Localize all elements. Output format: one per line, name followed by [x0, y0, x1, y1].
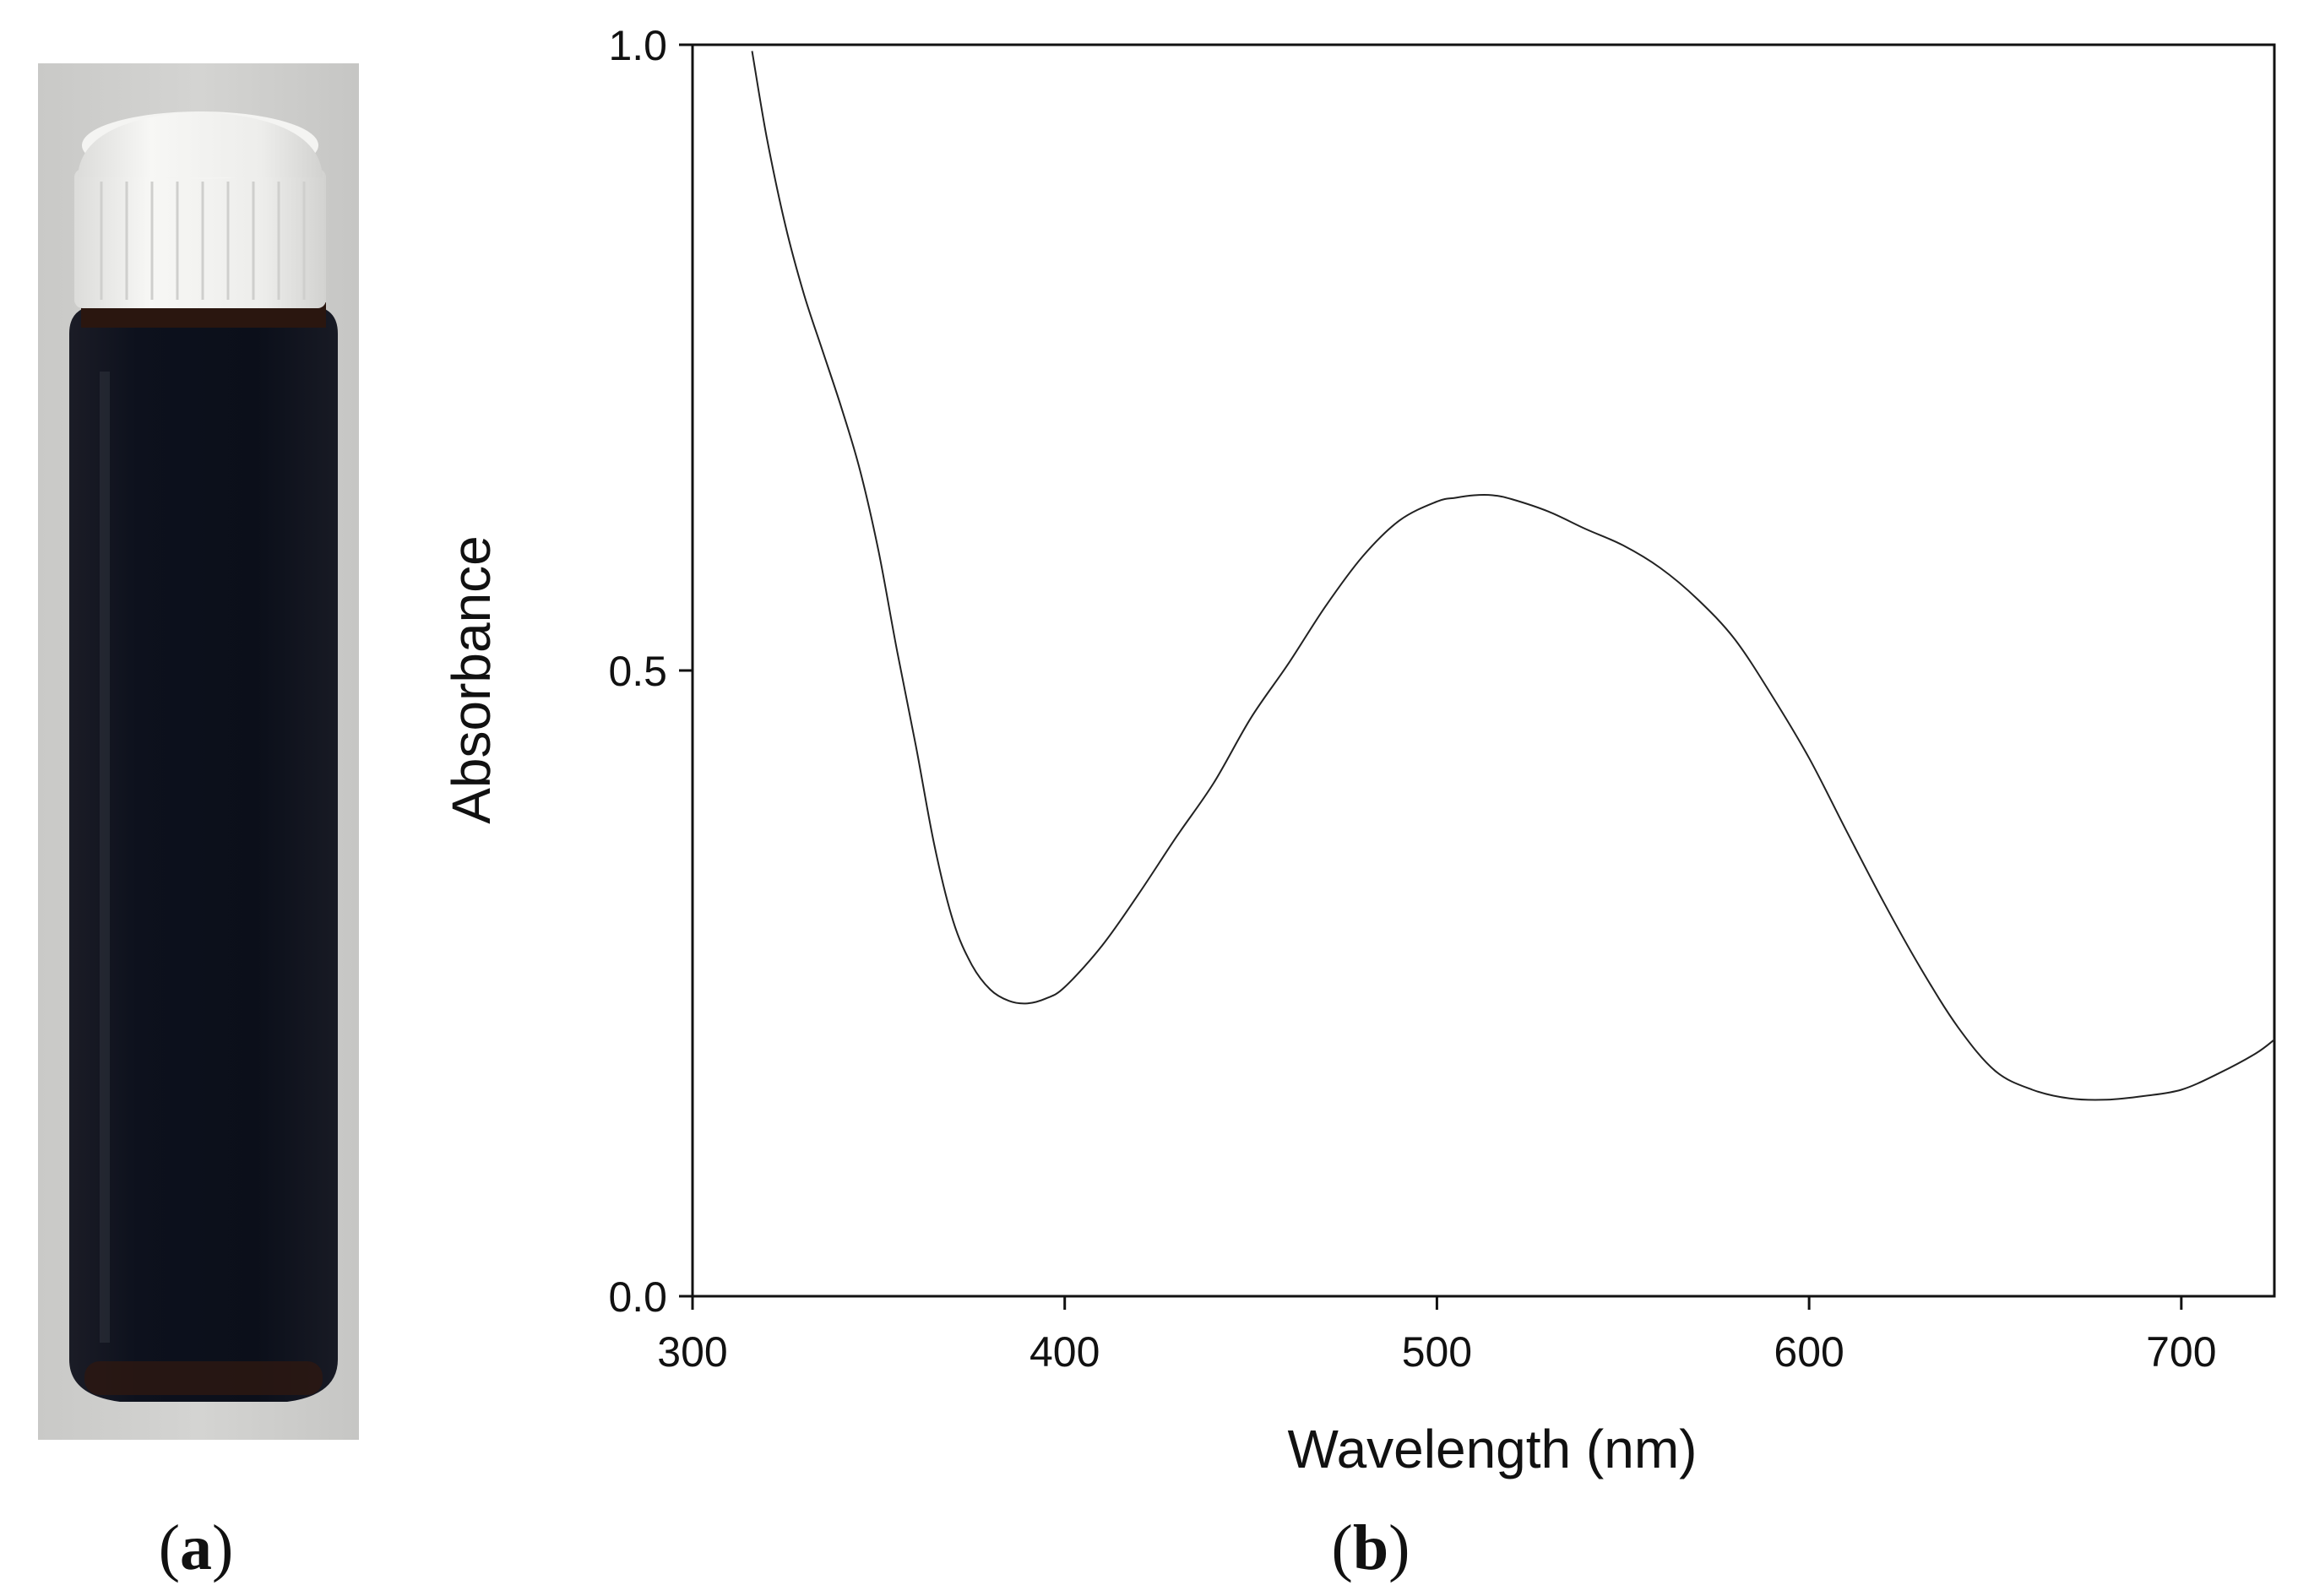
absorbance-chart: 300 400 500 600 700 0.0 0.5 1.0 Wavelength (nm… [441, 22, 2276, 1479]
vial-cap [74, 169, 326, 308]
vial-highlight [100, 372, 110, 1343]
x-tick-label: 600 [1774, 1328, 1844, 1376]
panel-label-b: (b) [1332, 1512, 1410, 1583]
x-tick-label: 700 [2146, 1328, 2216, 1376]
x-tick-label: 300 [657, 1328, 727, 1376]
plot-frame [691, 43, 2276, 1298]
y-axis-ticks: 0.0 0.5 1.0 [608, 22, 693, 1321]
x-axis-label: Wavelength (nm) [1288, 1419, 1698, 1479]
vial-photo [38, 63, 359, 1440]
vial-cap-dome [78, 111, 323, 177]
vial-liquid [69, 306, 338, 1402]
x-tick-label: 400 [1029, 1328, 1100, 1376]
x-axis-ticks: 300 400 500 600 700 [657, 1296, 2217, 1376]
panel-label-a: (a) [159, 1512, 234, 1583]
y-tick-label: 1.0 [608, 22, 667, 69]
vial-bottom-tint [84, 1361, 323, 1395]
x-tick-label: 500 [1402, 1328, 1472, 1376]
cap-ridges [100, 182, 306, 300]
y-axis-label: Absorbance [441, 535, 502, 824]
y-tick-label: 0.5 [608, 648, 667, 695]
y-tick-label: 0.0 [608, 1273, 667, 1321]
absorbance-series-line [751, 51, 2275, 1101]
